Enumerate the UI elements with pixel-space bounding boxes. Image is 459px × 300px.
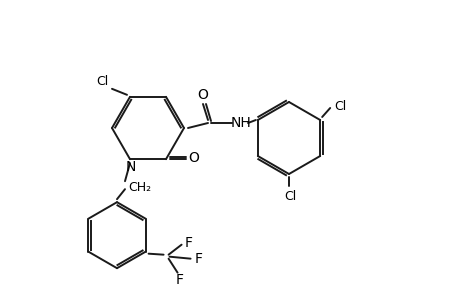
Text: CH₂: CH₂ bbox=[128, 181, 151, 194]
Text: F: F bbox=[194, 252, 202, 266]
Text: Cl: Cl bbox=[283, 190, 296, 202]
Text: F: F bbox=[175, 273, 183, 287]
Text: Cl: Cl bbox=[95, 75, 108, 88]
Text: Cl: Cl bbox=[333, 100, 346, 112]
Text: N: N bbox=[126, 160, 136, 174]
Text: O: O bbox=[188, 151, 199, 165]
Text: NH: NH bbox=[230, 116, 251, 130]
Text: O: O bbox=[197, 88, 208, 102]
Text: F: F bbox=[184, 236, 192, 250]
